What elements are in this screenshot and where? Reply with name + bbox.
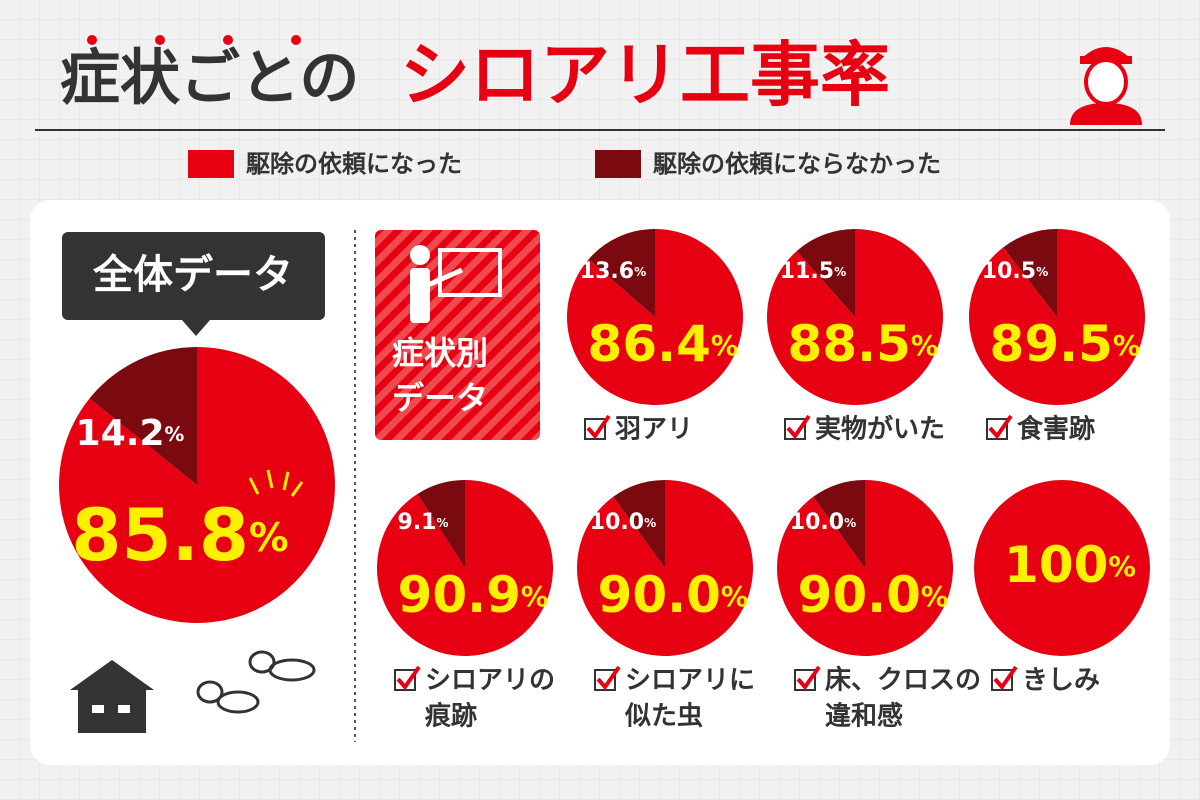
- value-label: 100%: [1004, 536, 1136, 594]
- accent: [290, 481, 304, 497]
- worker-icon: [1070, 47, 1142, 125]
- pie-slice: [777, 480, 954, 657]
- value-label: 90.9%: [398, 566, 549, 624]
- value-label: 86.4%: [588, 315, 739, 373]
- title-part: 症状ごとの: [60, 44, 359, 114]
- pie-title: 痕跡: [425, 701, 477, 732]
- checkmark: [786, 414, 811, 440]
- pie-slice: [974, 480, 1150, 656]
- pie-title: 食害跡: [1017, 414, 1095, 445]
- pie-title: 似た虫: [624, 702, 703, 732]
- pie-slice: [796, 229, 855, 317]
- pie-slice: [577, 480, 754, 657]
- group-label: データ: [392, 379, 488, 417]
- legend-swatch: [595, 150, 641, 178]
- pie-slice: [59, 347, 336, 623]
- pie-slice: [767, 229, 944, 405]
- title-part: シロアリ工事率: [400, 34, 890, 116]
- checkmark: [988, 414, 1013, 440]
- pie-title: 羽アリ: [615, 415, 693, 445]
- legend-label: 駆除の依頼にならなかった: [653, 150, 941, 178]
- checkmark: [396, 665, 421, 691]
- overall-badge: [62, 232, 325, 320]
- value-label: 10.0%: [590, 510, 656, 535]
- checkmark: [596, 665, 621, 691]
- pie-slice: [588, 229, 655, 317]
- pie-slice: [813, 480, 865, 568]
- value-label: 89.5%: [990, 315, 1141, 373]
- checkmark: [586, 414, 611, 440]
- pie-title: 実物がいた: [815, 414, 945, 445]
- legend-label: 駆除の依頼になった: [246, 150, 462, 178]
- pie-slice: [613, 480, 665, 568]
- pie-slice: [417, 480, 465, 568]
- emphasis-dots: [87, 35, 301, 45]
- pie-slice: [89, 347, 197, 485]
- value-label: 13.6%: [580, 259, 646, 284]
- accent: [282, 471, 290, 491]
- pie-title: シロアリに: [625, 666, 755, 696]
- value-label: 9.1%: [397, 510, 448, 535]
- checkmark: [796, 665, 821, 691]
- accent: [248, 477, 260, 495]
- value-label: 90.0%: [598, 566, 749, 624]
- pie-title: きしみ: [1022, 666, 1100, 696]
- termite-icon: [196, 650, 316, 714]
- checkmark: [993, 665, 1018, 691]
- value-label: 85.8%: [71, 493, 288, 577]
- accent: [266, 469, 274, 489]
- value-label: 90.0%: [798, 566, 949, 624]
- value-label: 10.5%: [982, 259, 1048, 284]
- pie-title: 違和感: [825, 702, 903, 732]
- badge-pointer: [182, 320, 210, 336]
- group-label: 症状別: [392, 334, 488, 372]
- value-label: 14.2%: [76, 413, 185, 454]
- value-label: 10.0%: [790, 510, 856, 535]
- overall-label: 全体データ: [92, 252, 293, 298]
- presenter-icon: [410, 245, 502, 323]
- pie-slice: [1003, 229, 1057, 317]
- pie-title: 床、クロスの: [825, 665, 981, 696]
- legend-swatch: [188, 150, 234, 178]
- house-icon: [70, 660, 154, 733]
- pie-title: シロアリの: [425, 666, 555, 696]
- value-label: 11.5%: [780, 259, 846, 284]
- value-label: 88.5%: [788, 315, 939, 373]
